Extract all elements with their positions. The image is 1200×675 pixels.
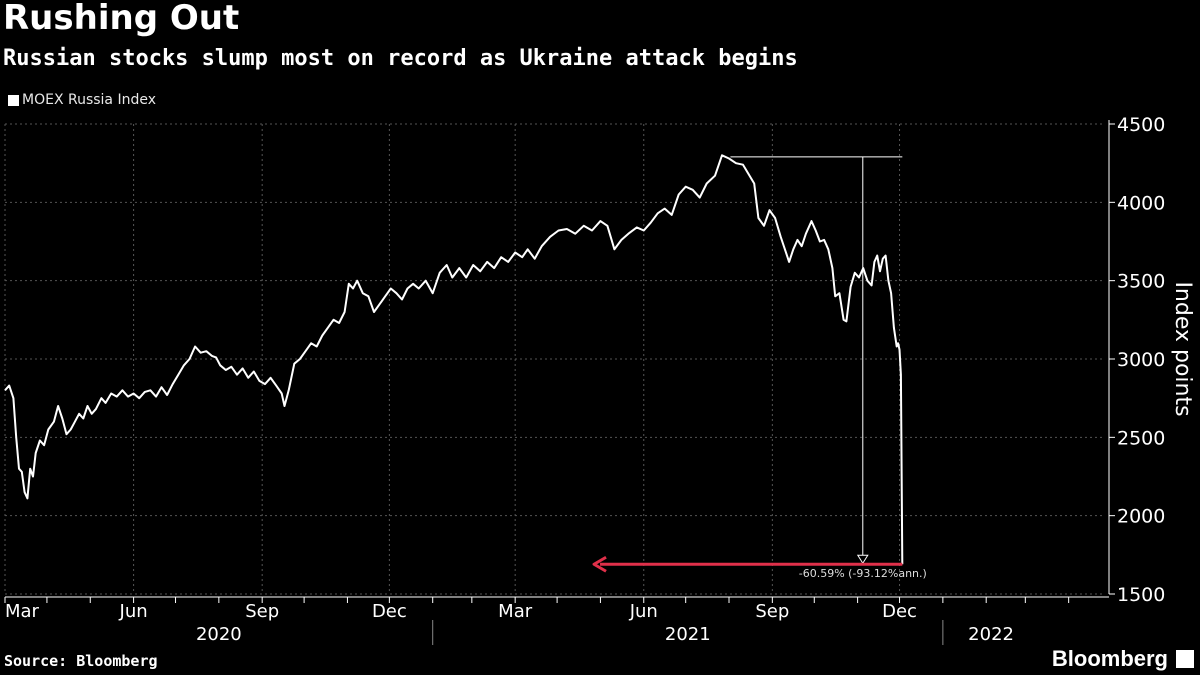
x-tick-label: Jun [119,601,148,622]
x-tick-label: Dec [882,601,917,622]
year-label: 2022 [968,624,1014,645]
y-tick-label: 2500 [1117,427,1165,449]
source-note: Source: Bloomberg [4,652,158,670]
x-tick-label: Jun [629,601,658,622]
y-tick-label: 4000 [1117,192,1165,214]
y-tick-label: 3500 [1117,271,1165,293]
x-tick-label: Mar [498,601,533,622]
legend: MOEX Russia Index [8,92,156,108]
x-tick-label: Sep [245,601,279,622]
chart-subtitle: Russian stocks slump most on record as U… [3,46,798,71]
annotation-label: -60.59% (-93.12%ann.) [799,567,927,580]
x-tick-label: Dec [372,601,407,622]
bloomberg-logo: Bloomberg [1051,646,1168,671]
legend-label: MOEX Russia Index [22,92,157,108]
y-tick-label: 2000 [1117,506,1165,528]
year-label: 2020 [196,624,242,645]
chart-title: Rushing Out [3,0,240,38]
x-tick-label: Sep [755,601,789,622]
y-tick-label: 1500 [1117,584,1165,606]
bloomberg-badge-icon [1176,650,1194,668]
y-tick-label: 4500 [1117,114,1165,136]
y-tick-label: 3000 [1117,349,1165,371]
annotation-arrowhead-icon [856,554,869,565]
x-tick-label: Mar [5,601,40,622]
y-axis-label: Index points [1170,281,1195,416]
series-line-moex [4,154,904,565]
legend-swatch [8,94,19,106]
year-label: 2021 [665,624,711,645]
red-arrowhead-icon [592,555,607,573]
